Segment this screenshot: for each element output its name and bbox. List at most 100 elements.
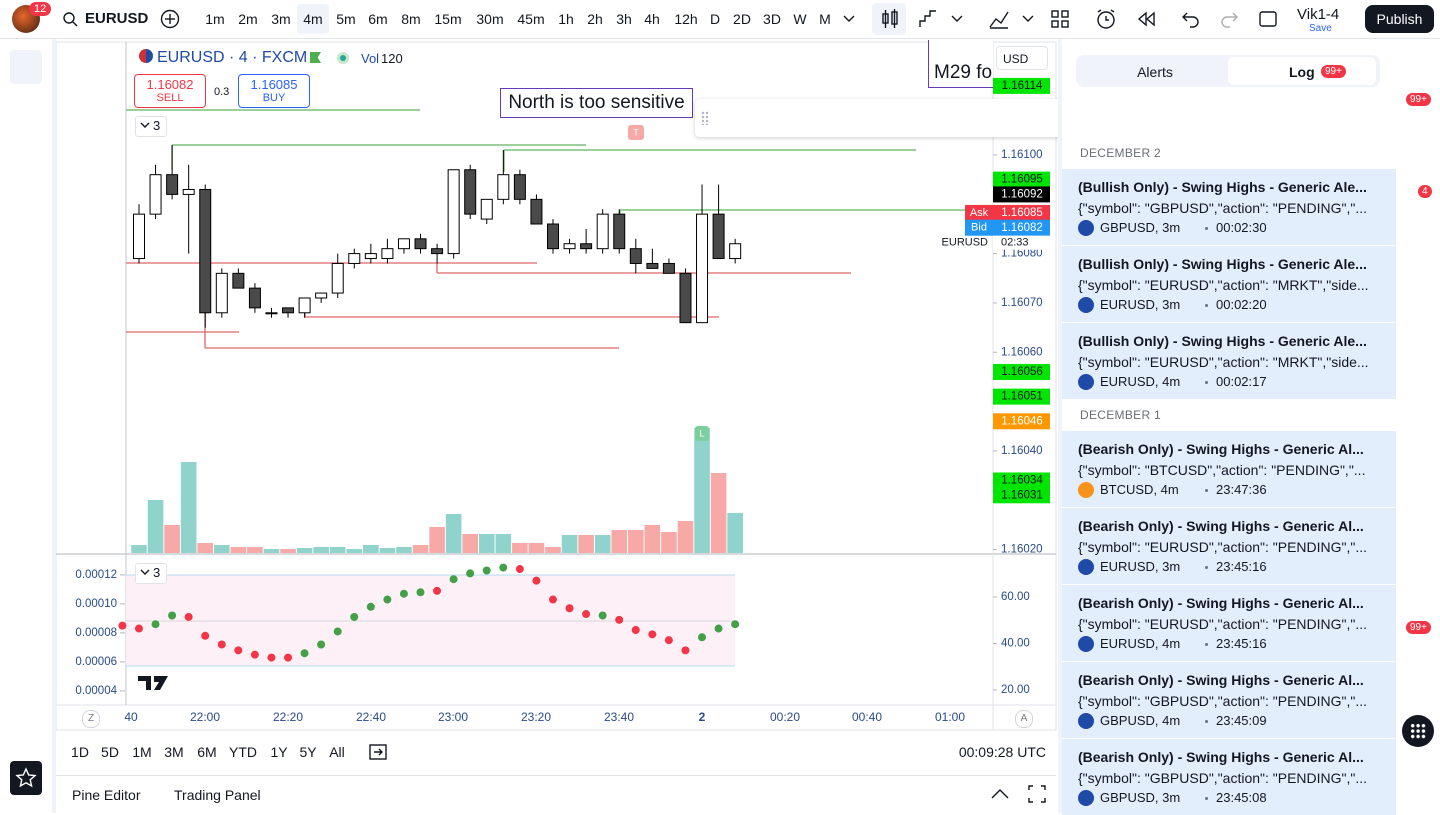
x-tick-label: 23:20	[521, 710, 551, 724]
chevron[interactable]	[1022, 14, 1034, 24]
interval-button[interactable]: 30m	[476, 11, 504, 27]
marker-label: T	[633, 127, 639, 137]
annotation[interactable]: North is too sensitive	[500, 88, 693, 118]
log-item[interactable]: (Bullish Only) - Swing Highs - Generic A…	[1062, 169, 1396, 245]
volume-bar	[528, 543, 545, 553]
interval-button[interactable]: 8m	[401, 11, 421, 27]
log-tab[interactable]	[1228, 57, 1376, 85]
interval-button[interactable]: 2m	[238, 11, 258, 27]
indicator-dot	[250, 650, 259, 659]
tab[interactable]: Pine Editor	[72, 787, 141, 803]
legend-title[interactable]: EURUSD · 4 · FXCM	[157, 49, 308, 66]
range-button[interactable]: 1Y	[270, 744, 288, 760]
log-item[interactable]: (Bearish Only) - Swing Highs - Generic A…	[1062, 431, 1396, 507]
volume-bar	[661, 532, 677, 553]
indicator-dot	[565, 604, 574, 613]
active-tool	[10, 50, 42, 84]
range-button[interactable]: 6M	[197, 744, 217, 760]
range-button[interactable]: 3M	[164, 744, 184, 760]
chevron	[140, 122, 150, 128]
log-item[interactable]: (Bearish Only) - Swing Highs - Generic A…	[1062, 662, 1396, 738]
currency-select[interactable]: USD	[996, 46, 1048, 70]
zoom-button[interactable]: Z	[82, 710, 100, 728]
layout-name[interactable]: Vik1-4	[1297, 6, 1340, 23]
range-button[interactable]: All	[329, 744, 345, 760]
volume-bar	[727, 513, 743, 553]
interval-button[interactable]: 15m	[434, 11, 462, 27]
range-button[interactable]: 1M	[132, 744, 152, 760]
range-button[interactable]: 5Y	[299, 744, 317, 760]
log-title: (Bearish Only) - Swing Highs - Generic A…	[1078, 518, 1364, 534]
candle-body	[431, 248, 444, 255]
symbol-search[interactable]: EURUSD	[85, 10, 149, 27]
interval-button[interactable]: 2D	[733, 11, 751, 27]
interval-button[interactable]: 4m	[297, 4, 329, 34]
interval-button[interactable]: W	[793, 11, 807, 27]
log-item[interactable]: (Bullish Only) - Swing Highs - Generic A…	[1062, 323, 1396, 399]
log-item[interactable]: (Bullish Only) - Swing Highs - Generic A…	[1062, 246, 1396, 322]
undo-icon[interactable]	[1181, 9, 1201, 29]
compare-icon[interactable]	[160, 9, 180, 29]
indicator-dot	[449, 575, 458, 584]
range-button[interactable]: 5D	[101, 744, 119, 760]
search-icon[interactable]	[62, 11, 78, 27]
layout-icon[interactable]	[1050, 9, 1070, 29]
interval-button[interactable]: 3D	[763, 11, 781, 27]
log-item[interactable]: (Bearish Only) - Swing Highs - Generic A…	[1062, 739, 1396, 815]
interval-button[interactable]: 12h	[674, 11, 698, 27]
indicator-dot	[201, 631, 210, 640]
collapse-button[interactable]	[135, 116, 167, 137]
tab[interactable]: Trading Panel	[174, 787, 261, 803]
collapse-button[interactable]	[135, 563, 167, 584]
maximize-icon[interactable]	[1028, 785, 1046, 803]
favorites-button[interactable]	[10, 761, 42, 795]
interval-button[interactable]: 3m	[271, 11, 291, 27]
indicator-dot	[664, 636, 673, 645]
clock[interactable]: 00:09:28 UTC	[958, 744, 1046, 760]
date-range-icon[interactable]	[368, 742, 388, 762]
annotation-box[interactable]: M29 fo	[928, 40, 993, 88]
interval-button[interactable]: 6m	[368, 11, 388, 27]
interval-button[interactable]: 2h	[587, 11, 603, 27]
interval-button[interactable]: 1h	[558, 11, 574, 27]
y-tick-label: 1.16100	[1001, 149, 1043, 161]
publish-button[interactable]: Publish	[1365, 5, 1434, 33]
log-source: EURUSD, 4m	[1100, 374, 1181, 389]
interval-button[interactable]: 4h	[644, 11, 660, 27]
candles-icon[interactable]	[880, 9, 900, 29]
range-button[interactable]: YTD	[229, 744, 257, 760]
volume-bar	[644, 525, 661, 553]
indicator-dot	[168, 611, 177, 620]
indicator-dot	[416, 588, 425, 597]
symbol-icon	[1078, 220, 1094, 236]
fullscreen-icon[interactable]	[1258, 9, 1278, 29]
save-label[interactable]: Save	[1309, 23, 1332, 34]
log-item[interactable]: (Bearish Only) - Swing Highs - Generic A…	[1062, 585, 1396, 661]
indicators-icon[interactable]	[988, 9, 1010, 29]
interval-button[interactable]: 1m	[205, 11, 225, 27]
chevron[interactable]	[843, 14, 855, 24]
sell-price: 1.16082	[146, 77, 194, 92]
y-tick-label: 0.00012	[75, 569, 117, 581]
log-title: (Bearish Only) - Swing Highs - Generic A…	[1078, 441, 1364, 457]
buy-button[interactable]	[238, 74, 310, 108]
expand-icon[interactable]	[990, 788, 1010, 800]
indicator-dot	[515, 565, 524, 574]
alert-icon[interactable]	[1095, 8, 1117, 30]
range-button[interactable]: 1D	[71, 744, 89, 760]
log-item[interactable]: (Bearish Only) - Swing Highs - Generic A…	[1062, 508, 1396, 584]
sell-button[interactable]	[134, 74, 206, 108]
interval-button[interactable]: D	[709, 11, 721, 27]
interval-button[interactable]: M	[819, 11, 831, 27]
chevron[interactable]	[951, 14, 963, 24]
y-tick-label: 1.16070	[1001, 297, 1043, 309]
chevron	[140, 569, 150, 575]
alerts-tab[interactable]: Alerts	[1137, 64, 1173, 80]
replay-icon[interactable]	[1136, 9, 1156, 29]
interval-button[interactable]: 5m	[336, 11, 356, 27]
auto-scale-button[interactable]: A	[1015, 710, 1033, 728]
line-icon[interactable]	[918, 9, 938, 29]
redo-icon[interactable]	[1219, 9, 1239, 29]
interval-button[interactable]: 3h	[616, 11, 632, 27]
interval-button[interactable]: 45m	[517, 11, 545, 27]
